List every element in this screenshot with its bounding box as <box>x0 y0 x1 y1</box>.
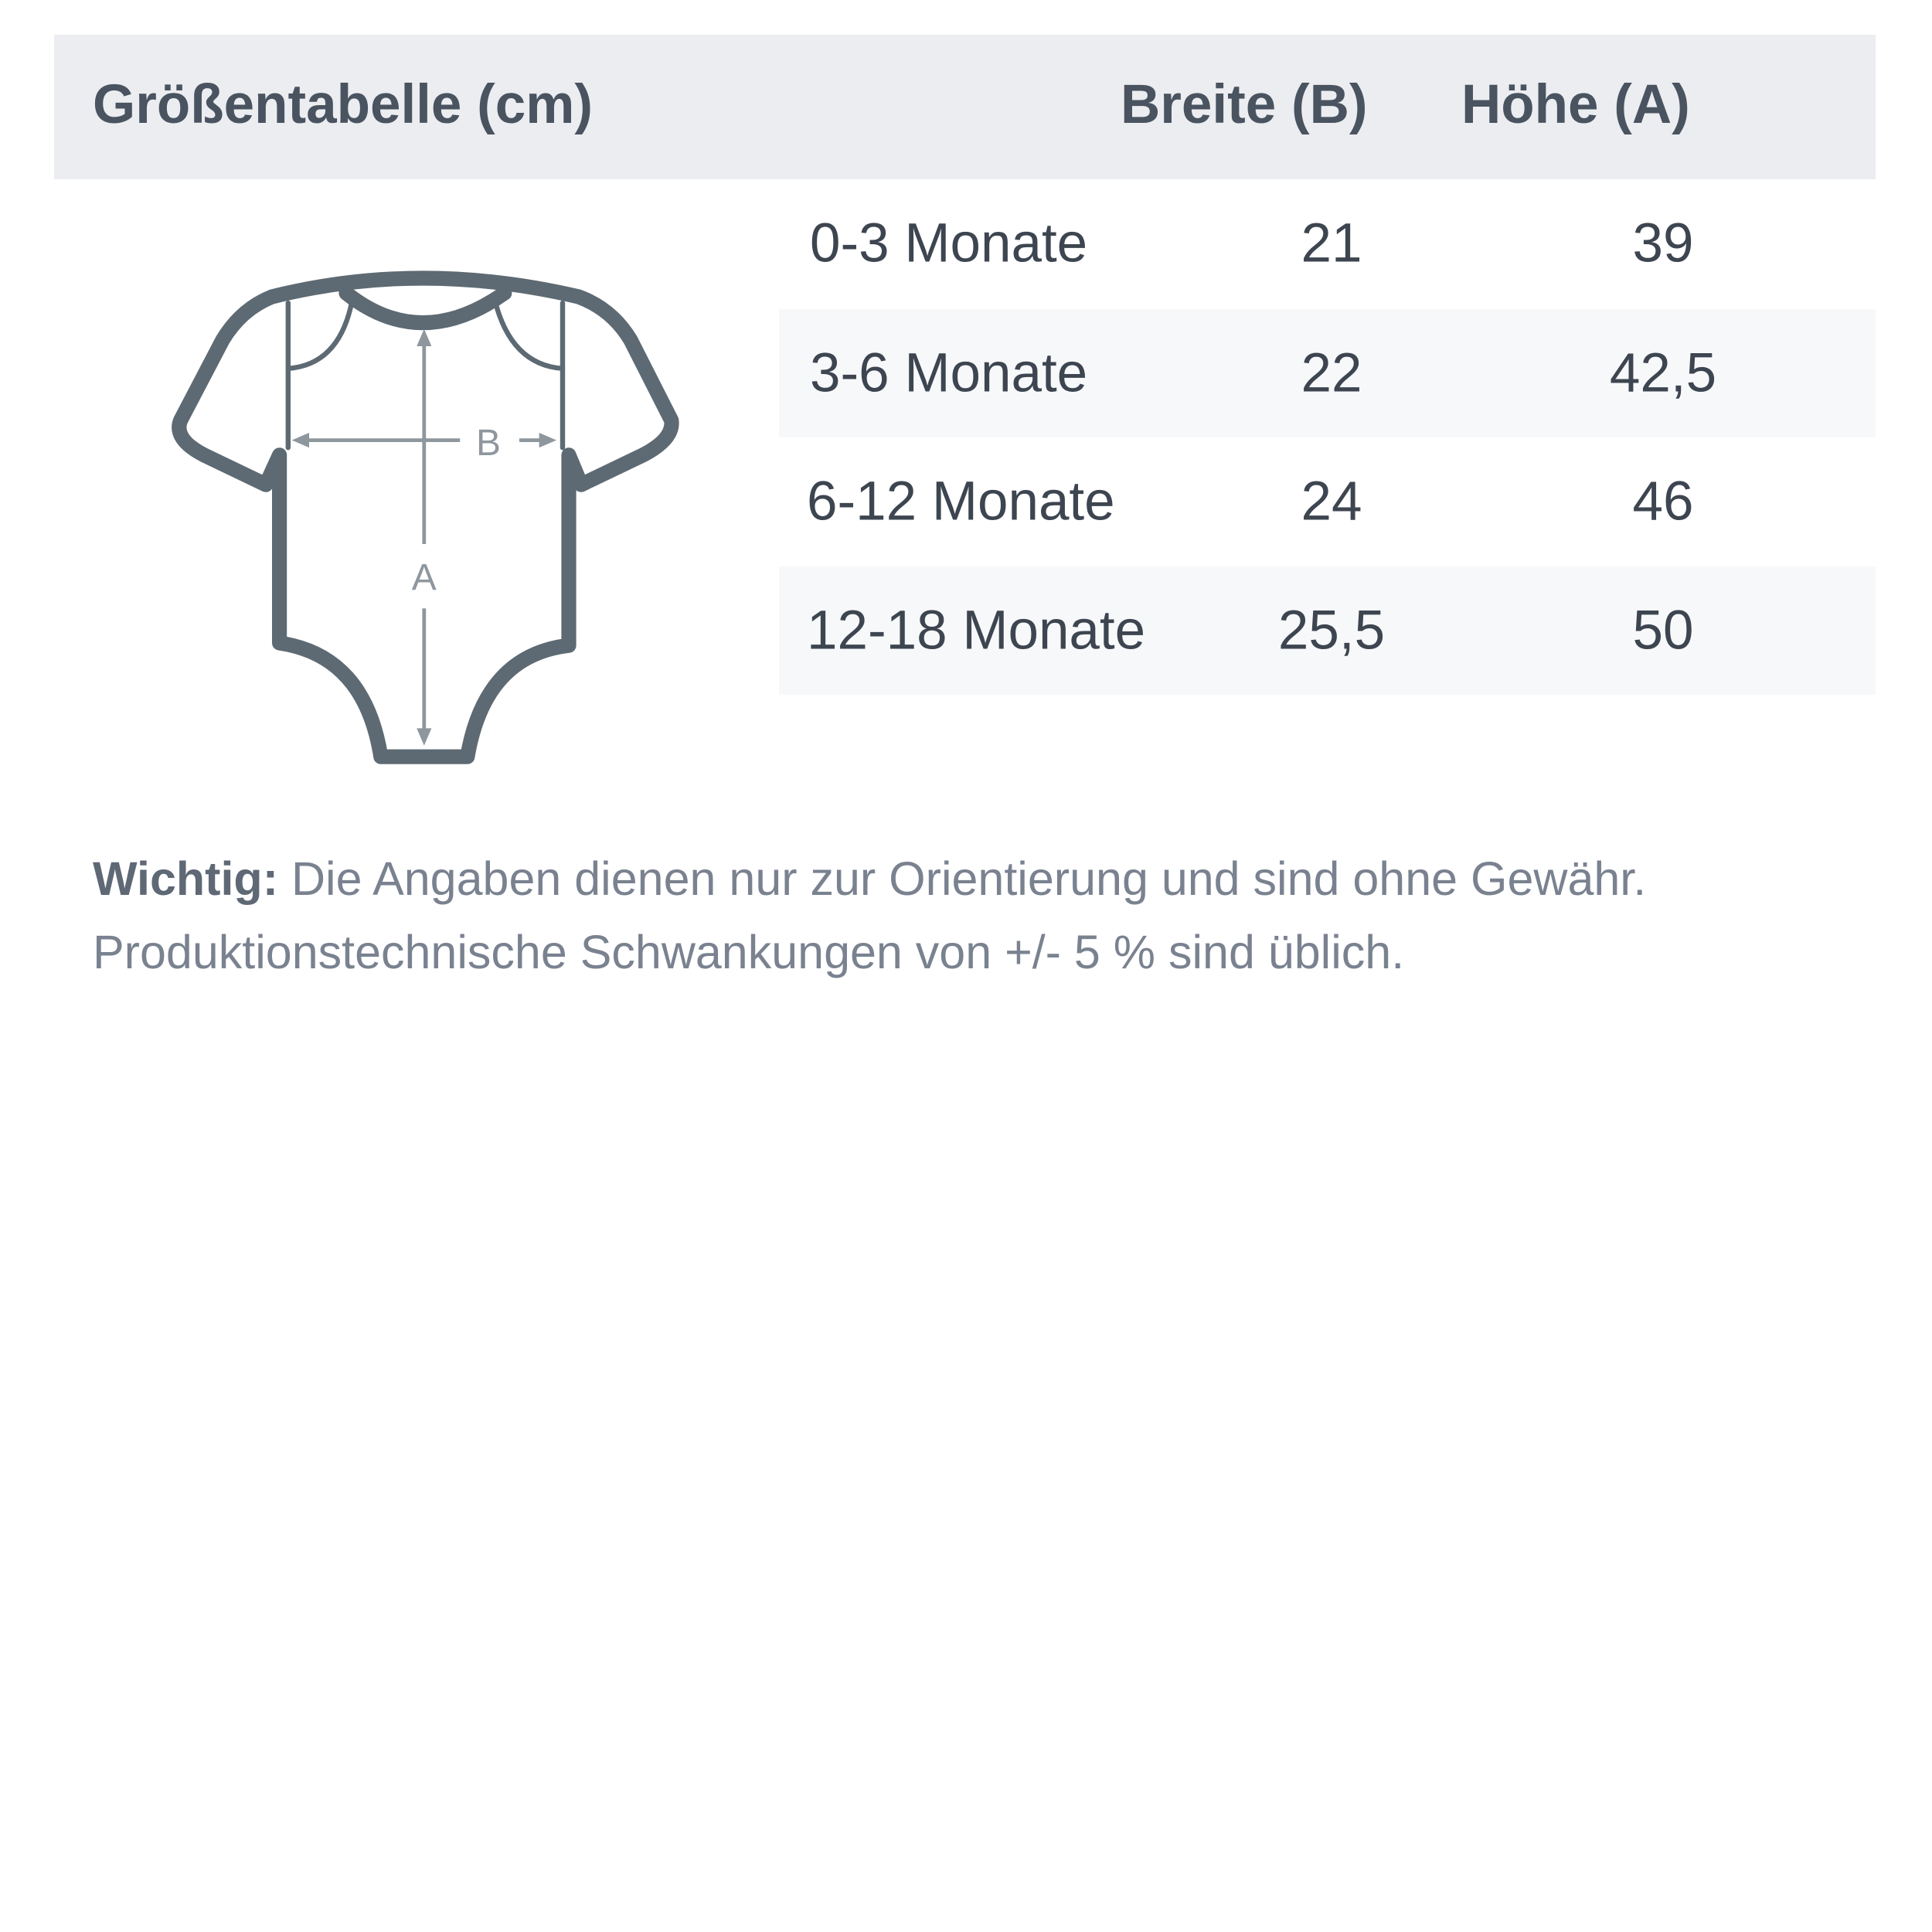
width-value: 24 <box>1301 471 1362 532</box>
table-header: Größentabelle (cm) Breite (B) Höhe (A) <box>54 35 1876 179</box>
width-value: 25,5 <box>1277 600 1386 662</box>
disclaimer-note: Wichtig: Die Angaben dienen nur zur Orie… <box>93 842 1870 989</box>
height-value: 42,5 <box>1609 342 1717 404</box>
width-value: 21 <box>1301 213 1362 274</box>
table-title: Größentabelle (cm) <box>93 74 594 135</box>
table-row: 12-18 Monate 25,5 50 <box>779 566 1876 695</box>
label-b: B <box>476 423 501 464</box>
column-header-width: Breite (B) <box>1121 74 1368 135</box>
note-line2: Produktionstechnische Schwankungen von +… <box>93 926 1405 978</box>
size-label: 0-3 Monate <box>810 213 1088 274</box>
table-row: 6-12 Monate 24 46 <box>779 437 1876 566</box>
table-row: 0-3 Monate 21 39 <box>779 179 1876 308</box>
label-a: A <box>412 557 437 598</box>
column-header-height: Höhe (A) <box>1461 74 1690 135</box>
size-label: 3-6 Monate <box>810 342 1088 404</box>
size-label: 6-12 Monate <box>807 471 1115 532</box>
height-value: 50 <box>1632 600 1694 662</box>
width-value: 22 <box>1301 342 1362 404</box>
note-line1: Die Angaben dienen nur zur Orientierung … <box>278 852 1647 905</box>
baby-bodysuit-icon: B A <box>172 270 679 764</box>
height-value: 39 <box>1632 213 1694 274</box>
height-value: 46 <box>1632 471 1694 532</box>
note-bold: Wichtig: <box>93 852 279 905</box>
table-row: 3-6 Monate 22 42,5 <box>779 309 1876 437</box>
size-label: 12-18 Monate <box>807 600 1146 662</box>
